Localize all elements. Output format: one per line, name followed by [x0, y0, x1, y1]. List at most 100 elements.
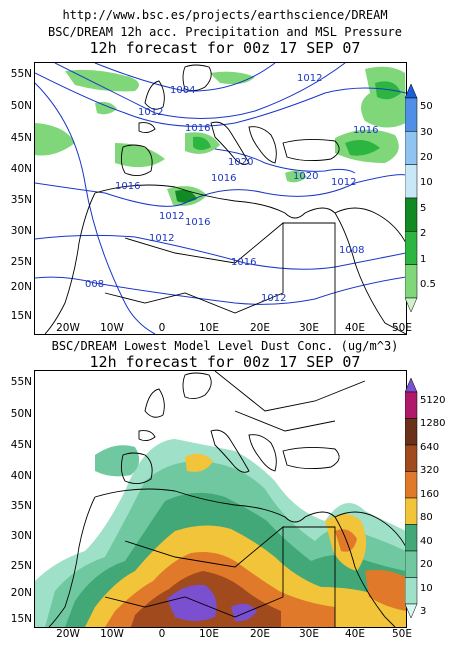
lat-label: 25N [10, 256, 32, 268]
colorbar-band [405, 164, 418, 199]
isobar-label: 1016 [115, 181, 140, 192]
colorbar-band [405, 497, 418, 525]
lon-label: 10W [100, 322, 124, 334]
colorbar-band [405, 131, 418, 165]
lon-label: 40E [345, 628, 365, 640]
lon-label: 10E [199, 322, 219, 334]
colorbar-label: 20 [420, 559, 433, 570]
colorbar-label: 20 [420, 152, 433, 163]
lat-label: 45N [10, 132, 32, 144]
source-url: http://www.bsc.es/projects/earthscience/… [62, 8, 388, 22]
isobar-label: 1012 [297, 73, 322, 84]
colorbar-label: 160 [420, 489, 440, 500]
colorbar-band [405, 391, 418, 419]
colorbar-band [405, 418, 418, 446]
lat-label: 30N [10, 530, 32, 542]
lat-label: 55N [10, 68, 32, 80]
colorbar-label: 640 [420, 442, 440, 453]
lon-label: 40E [345, 322, 365, 334]
colorbar-band [405, 297, 418, 312]
lat-label: 35N [10, 500, 32, 512]
lon-label: 0 [158, 322, 166, 334]
lat-label: 15N [10, 310, 32, 322]
isobar-label: 1012 [159, 211, 184, 222]
isobar-label: 1012 [331, 177, 356, 188]
isobar-label: 1012 [149, 233, 174, 244]
lon-label: 20W [56, 628, 80, 640]
lat-label: 25N [10, 560, 32, 572]
lon-label: 10E [199, 628, 219, 640]
dust-concentration-map [34, 370, 407, 628]
lat-label: 15N [10, 613, 32, 625]
colorbar-band [405, 550, 418, 578]
colorbar-label: 1 [420, 254, 427, 265]
colorbar-label: 10 [420, 583, 433, 594]
lon-label: 30E [299, 628, 319, 640]
lat-label: 20N [10, 281, 32, 293]
colorbar-label: 30 [420, 127, 433, 138]
lon-label: 20E [250, 628, 270, 640]
colorbar-band [405, 524, 418, 552]
isobar-label: 1020 [293, 171, 318, 182]
isobar-label: 1004 [170, 85, 195, 96]
colorbar-label: 5 [420, 203, 427, 214]
colorbar-band [405, 444, 418, 472]
colorbar-band [405, 603, 418, 618]
dust-concentration-areas [35, 439, 406, 627]
lat-label: 35N [10, 194, 32, 206]
colorbar-label: 3 [420, 606, 427, 617]
lat-label: 50N [10, 100, 32, 112]
colorbar-label: 0.5 [420, 279, 436, 290]
isobar-label: 1016 [353, 125, 378, 136]
lat-label: 40N [10, 163, 32, 175]
coastlines [48, 371, 406, 627]
precip-colorbar [405, 84, 418, 312]
lon-label: 0 [158, 628, 166, 640]
colorbar-label: 10 [420, 177, 433, 188]
coastlines [44, 64, 406, 334]
lat-label: 20N [10, 587, 32, 599]
colorbar-band [405, 231, 418, 265]
lat-label: 40N [10, 470, 32, 482]
lon-label: 10W [100, 628, 124, 640]
dust-map-title: BSC/DREAM Lowest Model Level Dust Conc. … [51, 339, 399, 353]
colorbar-label: 2 [420, 228, 427, 239]
colorbar-label: 80 [420, 512, 433, 523]
isobar-label: 1020 [228, 157, 253, 168]
colorbar-band [405, 197, 418, 232]
dust-map-subtitle: 12h forecast for 00z 17 SEP 07 [89, 353, 361, 371]
dust-colorbar [405, 378, 418, 618]
isobar-label: 1016 [231, 257, 256, 268]
colorbar-band [405, 378, 418, 393]
colorbar-band [405, 577, 418, 605]
colorbar-label: 320 [420, 465, 440, 476]
colorbar-label: 40 [420, 536, 433, 547]
lon-label: 50E [392, 628, 412, 640]
isobars [35, 63, 406, 334]
colorbar-label: 5120 [420, 395, 446, 406]
colorbar-label: 1280 [420, 418, 446, 429]
lon-label: 20W [56, 322, 80, 334]
lon-label: 20E [250, 322, 270, 334]
isobar-label: 008 [85, 279, 104, 290]
lat-label: 30N [10, 225, 32, 237]
isobar-label: 1016 [211, 173, 236, 184]
colorbar-band [405, 84, 418, 99]
isobar-label: 1008 [339, 245, 364, 256]
colorbar-band [405, 471, 418, 499]
lon-label: 30E [299, 322, 319, 334]
precip-map-subtitle: 12h forecast for 00z 17 SEP 07 [89, 39, 361, 57]
precip-map-title: BSC/DREAM 12h acc. Precipitation and MSL… [47, 25, 402, 39]
precip-pressure-map: 1012 1004 1012 1016 1016 1020 1020 1012 1016 1016… [34, 62, 407, 335]
isobar-label: 1016 [185, 217, 210, 228]
colorbar-band [405, 97, 418, 132]
colorbar-band [405, 264, 418, 299]
lat-label: 50N [10, 408, 32, 420]
lat-label: 55N [10, 376, 32, 388]
colorbar-label: 50 [420, 101, 433, 112]
isobar-label: 1016 [185, 123, 210, 134]
isobar-label: 1012 [261, 293, 286, 304]
lon-label: 50E [392, 322, 412, 334]
isobar-label: 1012 [138, 107, 163, 118]
lat-label: 45N [10, 439, 32, 451]
